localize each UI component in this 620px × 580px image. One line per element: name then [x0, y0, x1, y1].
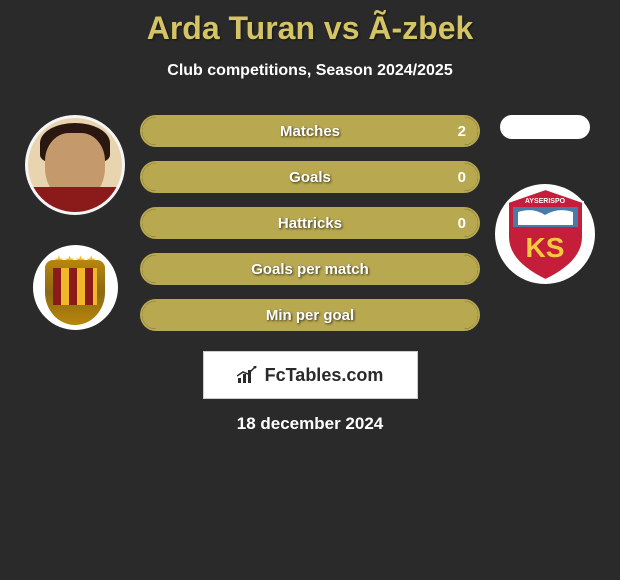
stat-bar-gpm: Goals per match [140, 253, 480, 285]
club-left-badge: ★★★★ [33, 245, 118, 330]
stat-label: Min per goal [266, 307, 354, 324]
page-title: Arda Turan vs Ã-zbek [0, 10, 620, 47]
stat-right-value: 0 [458, 215, 466, 232]
stat-label: Hattricks [278, 215, 342, 232]
stats-bars: Matches 2 Goals 0 Hattricks 0 Goals per … [140, 115, 480, 331]
stat-right-value: 2 [458, 123, 466, 140]
stats-area: ★★★★ Matches 2 Goals 0 Hattricks [0, 115, 620, 331]
player-right-avatar [500, 115, 590, 139]
player-left-avatar [25, 115, 125, 215]
stat-bar-hattricks: Hattricks 0 [140, 207, 480, 239]
stat-label: Goals [289, 169, 331, 186]
brand-box[interactable]: FcTables.com [203, 351, 418, 399]
player-right-column: KS AYSERISPO [495, 115, 595, 284]
stat-label: Matches [280, 123, 340, 140]
kayserispor-shield-icon: KS AYSERISPO [503, 187, 588, 282]
subtitle: Club competitions, Season 2024/2025 [0, 62, 620, 80]
stat-bar-matches: Matches 2 [140, 115, 480, 147]
svg-text:AYSERISPO: AYSERISPO [524, 198, 565, 205]
stat-label: Goals per match [251, 261, 369, 278]
brand-text: FcTables.com [265, 365, 384, 386]
stat-bar-mpg: Min per goal [140, 299, 480, 331]
club-right-badge: KS AYSERISPO [495, 184, 595, 284]
date-text: 18 december 2024 [0, 414, 620, 434]
stat-bar-goals: Goals 0 [140, 161, 480, 193]
chart-icon [237, 366, 259, 384]
svg-text:KS: KS [525, 232, 564, 263]
player-left-column: ★★★★ [25, 115, 125, 330]
stat-right-value: 0 [458, 169, 466, 186]
